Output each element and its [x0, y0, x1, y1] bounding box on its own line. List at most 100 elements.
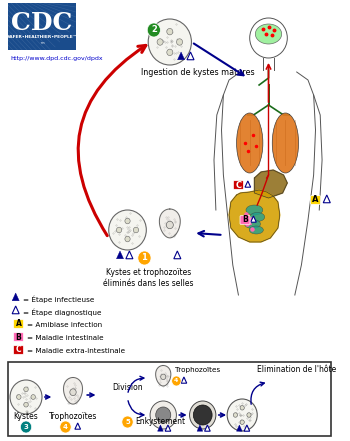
Circle shape — [150, 401, 176, 429]
Polygon shape — [174, 251, 181, 259]
Circle shape — [193, 405, 212, 425]
Ellipse shape — [246, 205, 263, 215]
Circle shape — [233, 413, 238, 417]
Text: = Étape diagnostique: = Étape diagnostique — [23, 308, 102, 316]
FancyBboxPatch shape — [240, 216, 250, 224]
Circle shape — [133, 227, 139, 233]
Polygon shape — [254, 170, 287, 198]
Bar — [8, 3, 76, 50]
Circle shape — [167, 28, 173, 35]
Text: Ingestion de kystes matures: Ingestion de kystes matures — [141, 68, 255, 77]
Text: CDC: CDC — [11, 11, 73, 35]
Circle shape — [166, 221, 173, 229]
Text: = Maladie intestinale: = Maladie intestinale — [27, 335, 104, 341]
Text: = Maladie extra-intestinale: = Maladie extra-intestinale — [27, 348, 125, 354]
FancyBboxPatch shape — [14, 346, 23, 354]
Circle shape — [148, 19, 191, 65]
Text: 4: 4 — [63, 424, 68, 430]
Text: Division: Division — [112, 383, 143, 392]
Polygon shape — [12, 293, 19, 301]
Ellipse shape — [272, 113, 299, 173]
Circle shape — [156, 407, 171, 423]
Polygon shape — [156, 366, 171, 386]
Circle shape — [190, 401, 216, 429]
Polygon shape — [75, 423, 80, 429]
Polygon shape — [165, 425, 171, 431]
Text: 4: 4 — [174, 378, 179, 384]
Circle shape — [161, 374, 166, 380]
Circle shape — [24, 402, 28, 407]
Circle shape — [138, 251, 151, 265]
FancyBboxPatch shape — [14, 320, 23, 328]
Text: B: B — [16, 333, 21, 341]
Ellipse shape — [245, 220, 260, 228]
Polygon shape — [126, 251, 133, 259]
Circle shape — [247, 413, 251, 417]
Circle shape — [125, 218, 130, 224]
Text: Elimination de l'hôte: Elimination de l'hôte — [257, 365, 336, 374]
FancyBboxPatch shape — [233, 181, 243, 189]
Text: C: C — [235, 180, 241, 190]
Circle shape — [70, 389, 76, 396]
Ellipse shape — [249, 226, 263, 234]
Circle shape — [117, 227, 122, 233]
FancyBboxPatch shape — [14, 333, 23, 341]
Polygon shape — [205, 425, 210, 431]
Text: A: A — [15, 319, 21, 329]
Circle shape — [125, 236, 130, 242]
Polygon shape — [229, 190, 280, 242]
Circle shape — [122, 416, 133, 428]
Text: A: A — [312, 195, 319, 205]
Circle shape — [227, 399, 257, 431]
Text: Kystes et trophozoïtes
éliminés dans les selles: Kystes et trophozoïtes éliminés dans les… — [103, 268, 194, 288]
Polygon shape — [159, 209, 180, 238]
Ellipse shape — [250, 213, 265, 221]
Text: Enkystement: Enkystement — [135, 417, 185, 426]
Circle shape — [20, 421, 32, 433]
Text: = Étape infectieuse: = Étape infectieuse — [23, 295, 94, 303]
Polygon shape — [187, 52, 194, 60]
Polygon shape — [181, 377, 187, 383]
Circle shape — [109, 210, 146, 250]
Ellipse shape — [237, 113, 263, 173]
Circle shape — [157, 39, 163, 45]
Polygon shape — [251, 216, 256, 222]
Polygon shape — [197, 425, 203, 431]
Text: SAFER•HEALTHIER•PEOPLE™: SAFER•HEALTHIER•PEOPLE™ — [6, 35, 78, 39]
Circle shape — [167, 49, 173, 56]
Circle shape — [176, 39, 183, 45]
Circle shape — [147, 23, 160, 37]
Polygon shape — [323, 195, 330, 203]
Circle shape — [16, 395, 21, 400]
Text: B: B — [242, 216, 248, 224]
Text: = Amibiase infection: = Amibiase infection — [27, 322, 102, 328]
Polygon shape — [158, 425, 163, 431]
Polygon shape — [237, 425, 242, 431]
Text: C: C — [16, 345, 21, 355]
Text: 3: 3 — [23, 424, 28, 430]
Polygon shape — [245, 181, 251, 187]
FancyBboxPatch shape — [310, 196, 321, 204]
Polygon shape — [244, 425, 250, 431]
Text: 1: 1 — [141, 254, 147, 262]
Text: http://www.dpd.cdc.gov/dpdx: http://www.dpd.cdc.gov/dpdx — [10, 56, 103, 61]
Text: 5: 5 — [125, 419, 130, 425]
Polygon shape — [117, 251, 124, 259]
Circle shape — [60, 421, 71, 433]
Text: Kystes: Kystes — [14, 412, 38, 421]
Text: ™: ™ — [39, 42, 45, 48]
Text: Trophozoïtes: Trophozoïtes — [49, 412, 97, 421]
Polygon shape — [177, 52, 184, 60]
Polygon shape — [12, 306, 19, 314]
Bar — [8, 362, 331, 436]
Polygon shape — [63, 377, 83, 404]
Ellipse shape — [256, 24, 282, 44]
Circle shape — [10, 380, 42, 414]
Circle shape — [240, 420, 244, 424]
Circle shape — [31, 395, 35, 400]
Text: 2: 2 — [151, 26, 157, 34]
Circle shape — [172, 376, 181, 386]
Text: Trophozoïtes: Trophozoïtes — [175, 367, 220, 373]
Circle shape — [24, 387, 28, 392]
Circle shape — [240, 406, 244, 410]
